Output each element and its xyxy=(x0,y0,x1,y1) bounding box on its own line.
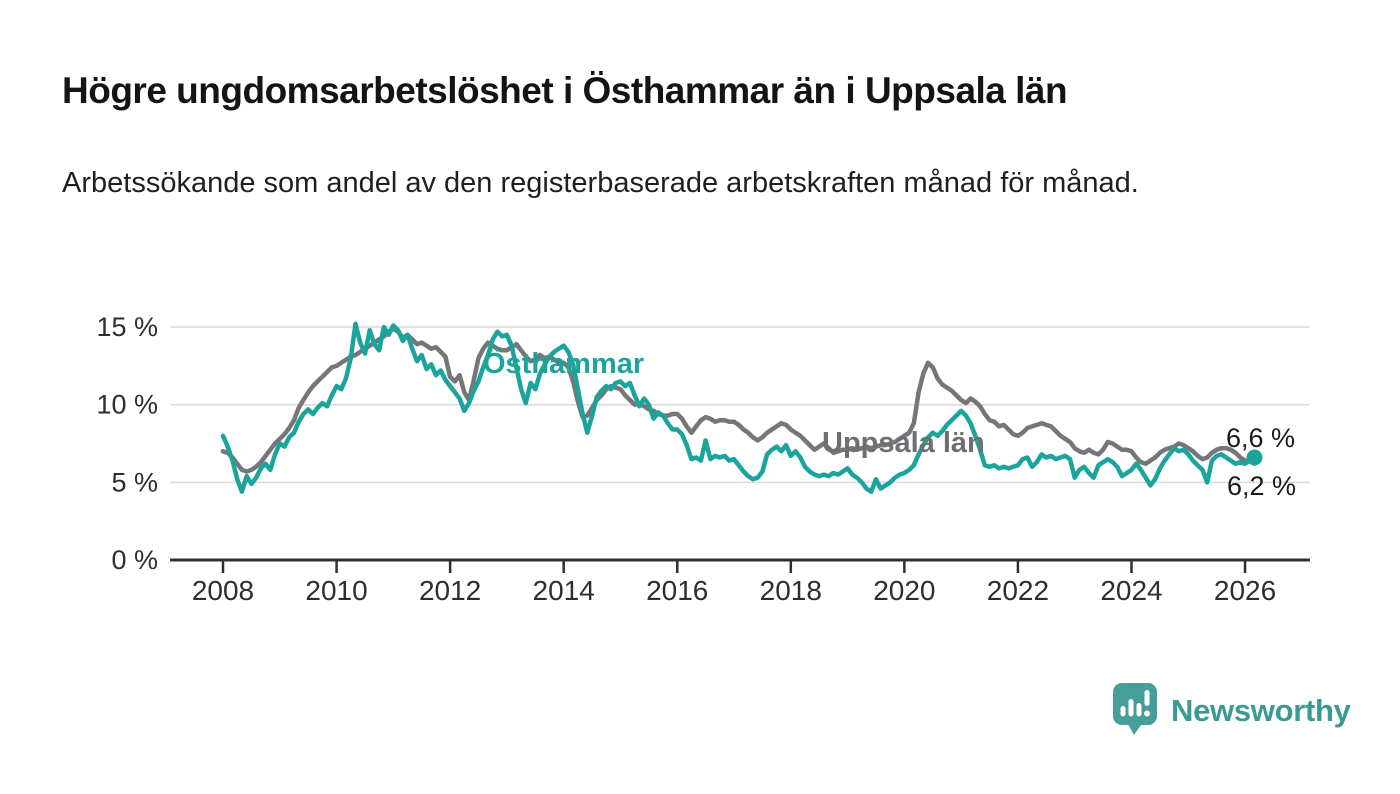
y-tick-label: 10 % xyxy=(96,390,158,420)
end-value-label-osthammar: 6,6 % xyxy=(1226,423,1296,453)
y-tick-label: 0 % xyxy=(111,545,158,575)
bar-2 xyxy=(1128,699,1134,717)
end-value-label-uppsala-lan: 6,2 % xyxy=(1227,471,1297,501)
brand-name: Newsworthy xyxy=(1171,692,1351,728)
bar-1 xyxy=(1120,706,1126,717)
x-tick-label: 2016 xyxy=(646,575,708,606)
chart-subtitle: Arbetssökande som andel av den registerb… xyxy=(62,167,1139,199)
x-tick-label: 2014 xyxy=(533,575,595,606)
newsworthy-logo-icon xyxy=(1113,683,1157,735)
series-end-dot xyxy=(1246,449,1263,466)
y-tick-label: 15 % xyxy=(96,312,158,342)
x-tick-label: 2018 xyxy=(760,575,822,606)
series-label-osthammar: Östhammar xyxy=(483,348,645,380)
exclamation-dot xyxy=(1144,710,1150,717)
x-tick-label: 2010 xyxy=(305,575,367,606)
series-line--sthammar xyxy=(220,321,1257,494)
y-tick-label: 5 % xyxy=(111,467,158,497)
page-title: Högre ungdomsarbetslöshet i Östhammar än… xyxy=(62,70,1068,111)
x-tick-label: 2026 xyxy=(1214,575,1276,606)
exclamation-bar xyxy=(1144,690,1150,706)
x-tick-label: 2020 xyxy=(873,575,935,606)
speech-bubble-shape xyxy=(1113,683,1157,735)
newsworthy-logo: Newsworthy xyxy=(1112,682,1351,736)
bar-3 xyxy=(1136,703,1142,717)
series-label-uppsala-lan: Uppsala län xyxy=(822,427,985,459)
x-tick-label: 2024 xyxy=(1100,575,1162,606)
x-tick-label: 2022 xyxy=(987,575,1049,606)
x-tick-label: 2012 xyxy=(419,575,481,606)
x-tick-label: 2008 xyxy=(192,575,254,606)
